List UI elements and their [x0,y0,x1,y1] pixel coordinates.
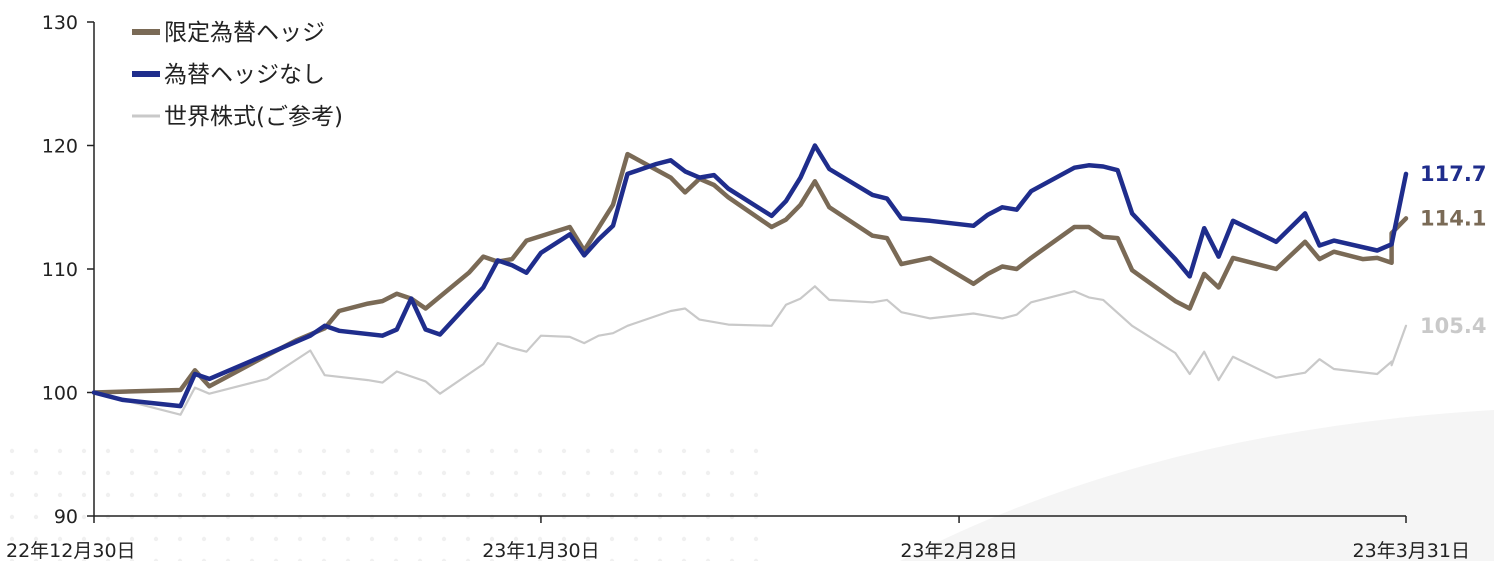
end-label-no-hedge: 117.7 [1420,162,1486,186]
series-line-limited-hedge [91,151,1409,395]
y-ticks: 90 100 110 120 130 [42,12,94,528]
end-labels: 114.1 117.7 105.4 [1420,162,1486,338]
series-line-world-equity [92,285,1408,416]
y-tick-label: 90 [54,506,78,528]
end-label-limited-hedge: 114.1 [1420,206,1486,230]
y-tick-label: 120 [42,136,78,158]
end-label-world-equity: 105.4 [1420,314,1486,338]
legend-label-limited-hedge: 限定為替ヘッジ [164,20,325,46]
series-line-no-hedge [91,143,1409,409]
legend-label-no-hedge: 為替ヘッジなし [164,62,325,88]
x-tick-label: 23年2月28日 [900,540,1017,561]
legend-label-world-equity: 世界株式(ご参考) [164,104,343,130]
legend: 限定為替ヘッジ 為替ヘッジなし 世界株式(ご参考) [132,20,343,130]
background-swoosh [900,410,1494,561]
y-tick-label: 100 [42,383,78,405]
y-tick-label: 110 [42,259,78,281]
x-tick-label: 23年3月31日 [1353,540,1470,561]
x-tick-label: 22年12月30日 [6,540,136,561]
series-lines [91,143,1409,416]
background-dot-pattern [0,445,760,561]
y-tick-label: 130 [42,12,78,34]
x-ticks: 22年12月30日 23年1月30日 23年2月28日 23年3月31日 [6,516,1470,561]
x-tick-label: 23年1月30日 [482,540,599,561]
